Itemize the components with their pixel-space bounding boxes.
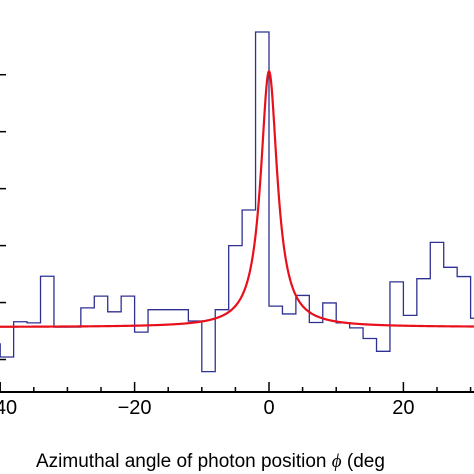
x-tick-label: 0 <box>263 397 274 419</box>
plot-area <box>0 31 474 373</box>
plot-inner <box>0 31 474 373</box>
axes: −40 −20 0 20 <box>0 73 474 419</box>
histogram-series <box>0 31 474 373</box>
x-tick-label: −40 <box>0 397 17 419</box>
x-tick-label: 20 <box>392 397 414 419</box>
x-axis-title: Azimuthal angle of photon position ϕ (de… <box>36 451 385 472</box>
fit-curve <box>0 70 474 328</box>
x-tick-label: −20 <box>118 397 152 419</box>
